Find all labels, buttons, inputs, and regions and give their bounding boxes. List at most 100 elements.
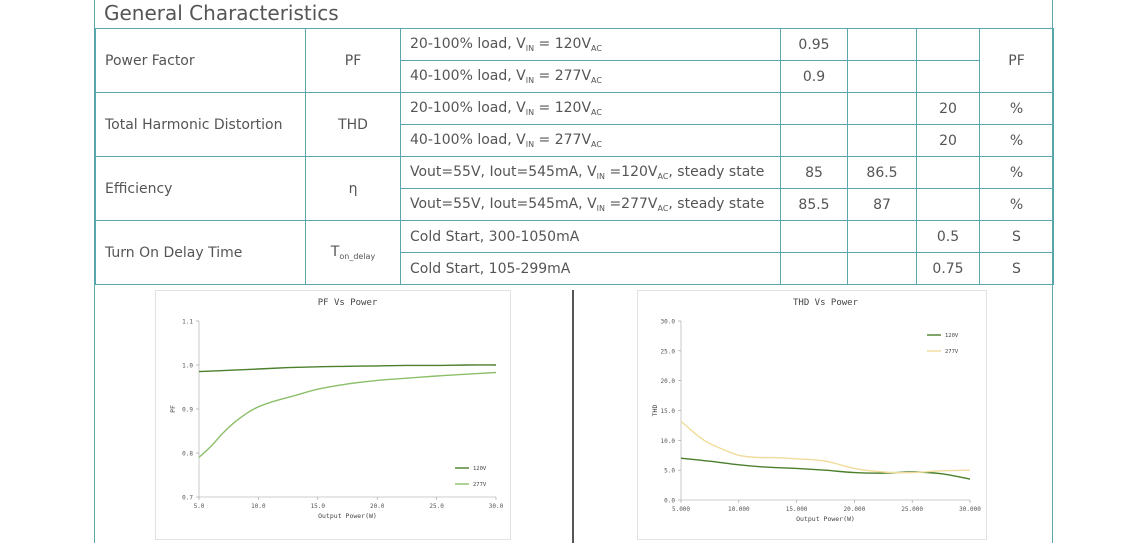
y-axis-label: THD [651,405,659,417]
condition-cond-mid: = 277V [534,68,591,84]
chart-divider [572,290,574,543]
symbol-sub: on_delay [339,252,375,261]
x-tick-label: 25.000 [901,506,923,513]
min-value-cell: 0.9 [781,61,848,93]
min-value-cell: 85 [781,157,848,189]
unit-cell: S [980,253,1054,285]
parameter-cell: Turn On Delay Time [96,221,306,285]
condition-cond-sub2: AC [657,204,668,213]
thd-vs-power-chart: THD Vs Power0.05.010.015.020.025.030.05.… [637,290,987,540]
x-tick-label: 10.000 [728,506,750,513]
max-value-cell: 0.5 [917,221,980,253]
chart-border [156,291,511,540]
typ-value-cell [848,125,917,157]
symbol-cell: PF [306,29,401,93]
condition-cond-pre: Vout=55V, Iout=545mA, V [410,196,597,212]
parameter-cell: Efficiency [96,157,306,221]
typ-value-cell [848,253,917,285]
symbol-cell: η [306,157,401,221]
x-tick-label: 15.0 [311,503,326,510]
typ-value-cell [848,93,917,125]
unit-cell: % [980,189,1054,221]
y-tick-label: 1.1 [182,319,193,326]
condition-cond-sub2: AC [657,172,668,181]
y-tick-label: 5.0 [664,468,675,475]
min-value-cell: 0.95 [781,29,848,61]
condition-cond-pre: 40-100% load, V [410,132,526,148]
max-value-cell [917,157,980,189]
max-value-cell [917,29,980,61]
x-axis-label: Output Power(W) [318,512,377,520]
unit-cell: % [980,125,1054,157]
chart-title: PF Vs Power [318,298,378,308]
condition-cond-pre: 20-100% load, V [410,36,526,52]
condition-cond-pre: 40-100% load, V [410,68,526,84]
unit-cell: PF [980,29,1054,93]
condition-cond-post: , steady state [668,164,764,180]
x-tick-label: 10.0 [251,503,266,510]
condition-cond-sub1: IN [526,140,534,149]
condition-cond-sub1: IN [526,44,534,53]
symbol-cell: Ton_delay [306,221,401,285]
unit-cell: % [980,157,1054,189]
y-tick-label: 25.0 [661,348,676,355]
condition-cond-mid: = 277V [534,132,591,148]
condition-cell: Cold Start, 300-1050mA [401,221,781,253]
condition-cond-pre: Cold Start, 300-1050mA [410,229,579,245]
x-tick-label: 20.0 [370,503,385,510]
condition-cond-pre: Cold Start, 105-299mA [410,261,570,277]
y-axis-label: PF [169,405,177,413]
parameter-cell: Power Factor [96,29,306,93]
legend-label: 277V [473,482,487,488]
y-tick-label: 0.8 [182,451,193,458]
typ-value-cell: 87 [848,189,917,221]
legend-label: 277V [945,349,959,355]
max-value-cell: 20 [917,93,980,125]
condition-cond-sub2: AC [591,108,602,117]
max-value-cell [917,61,980,93]
y-tick-label: 15.0 [661,408,676,415]
condition-cond-pre: Vout=55V, Iout=545mA, V [410,164,597,180]
legend-label: 120V [473,466,487,472]
min-value-cell: 85.5 [781,189,848,221]
x-tick-label: 25.0 [429,503,444,510]
max-value-cell: 0.75 [917,253,980,285]
typ-value-cell [848,221,917,253]
condition-cell: 40-100% load, VIN = 277VAC [401,125,781,157]
condition-cond-sub1: IN [597,172,605,181]
condition-cond-sub2: AC [591,140,602,149]
condition-cond-sub2: AC [591,76,602,85]
condition-cell: Vout=55V, Iout=545mA, VIN =277VAC, stead… [401,189,781,221]
min-value-cell [781,93,848,125]
condition-cond-sub1: IN [597,204,605,213]
condition-cell: Vout=55V, Iout=545mA, VIN =120VAC, stead… [401,157,781,189]
max-value-cell: 20 [917,125,980,157]
x-tick-label: 20.000 [844,506,866,513]
condition-cell: 40-100% load, VIN = 277VAC [401,61,781,93]
y-tick-label: 0.0 [664,498,675,505]
condition-cond-mid: =277V [605,196,657,212]
y-tick-label: 1.0 [182,363,193,370]
y-tick-label: 10.0 [661,438,676,445]
section-title: General Characteristics [104,0,339,28]
y-tick-label: 0.9 [182,407,193,414]
typ-value-cell: 86.5 [848,157,917,189]
symbol-cell: THD [306,93,401,157]
x-tick-label: 5.0 [194,503,205,510]
parameter-cell: Total Harmonic Distortion [96,93,306,157]
min-value-cell [781,125,848,157]
y-tick-label: 20.0 [661,378,676,385]
unit-cell: S [980,221,1054,253]
x-axis-label: Output Power(W) [796,515,855,523]
condition-cell: Cold Start, 105-299mA [401,253,781,285]
x-tick-label: 30.0 [489,503,504,510]
legend-label: 120V [945,333,959,339]
